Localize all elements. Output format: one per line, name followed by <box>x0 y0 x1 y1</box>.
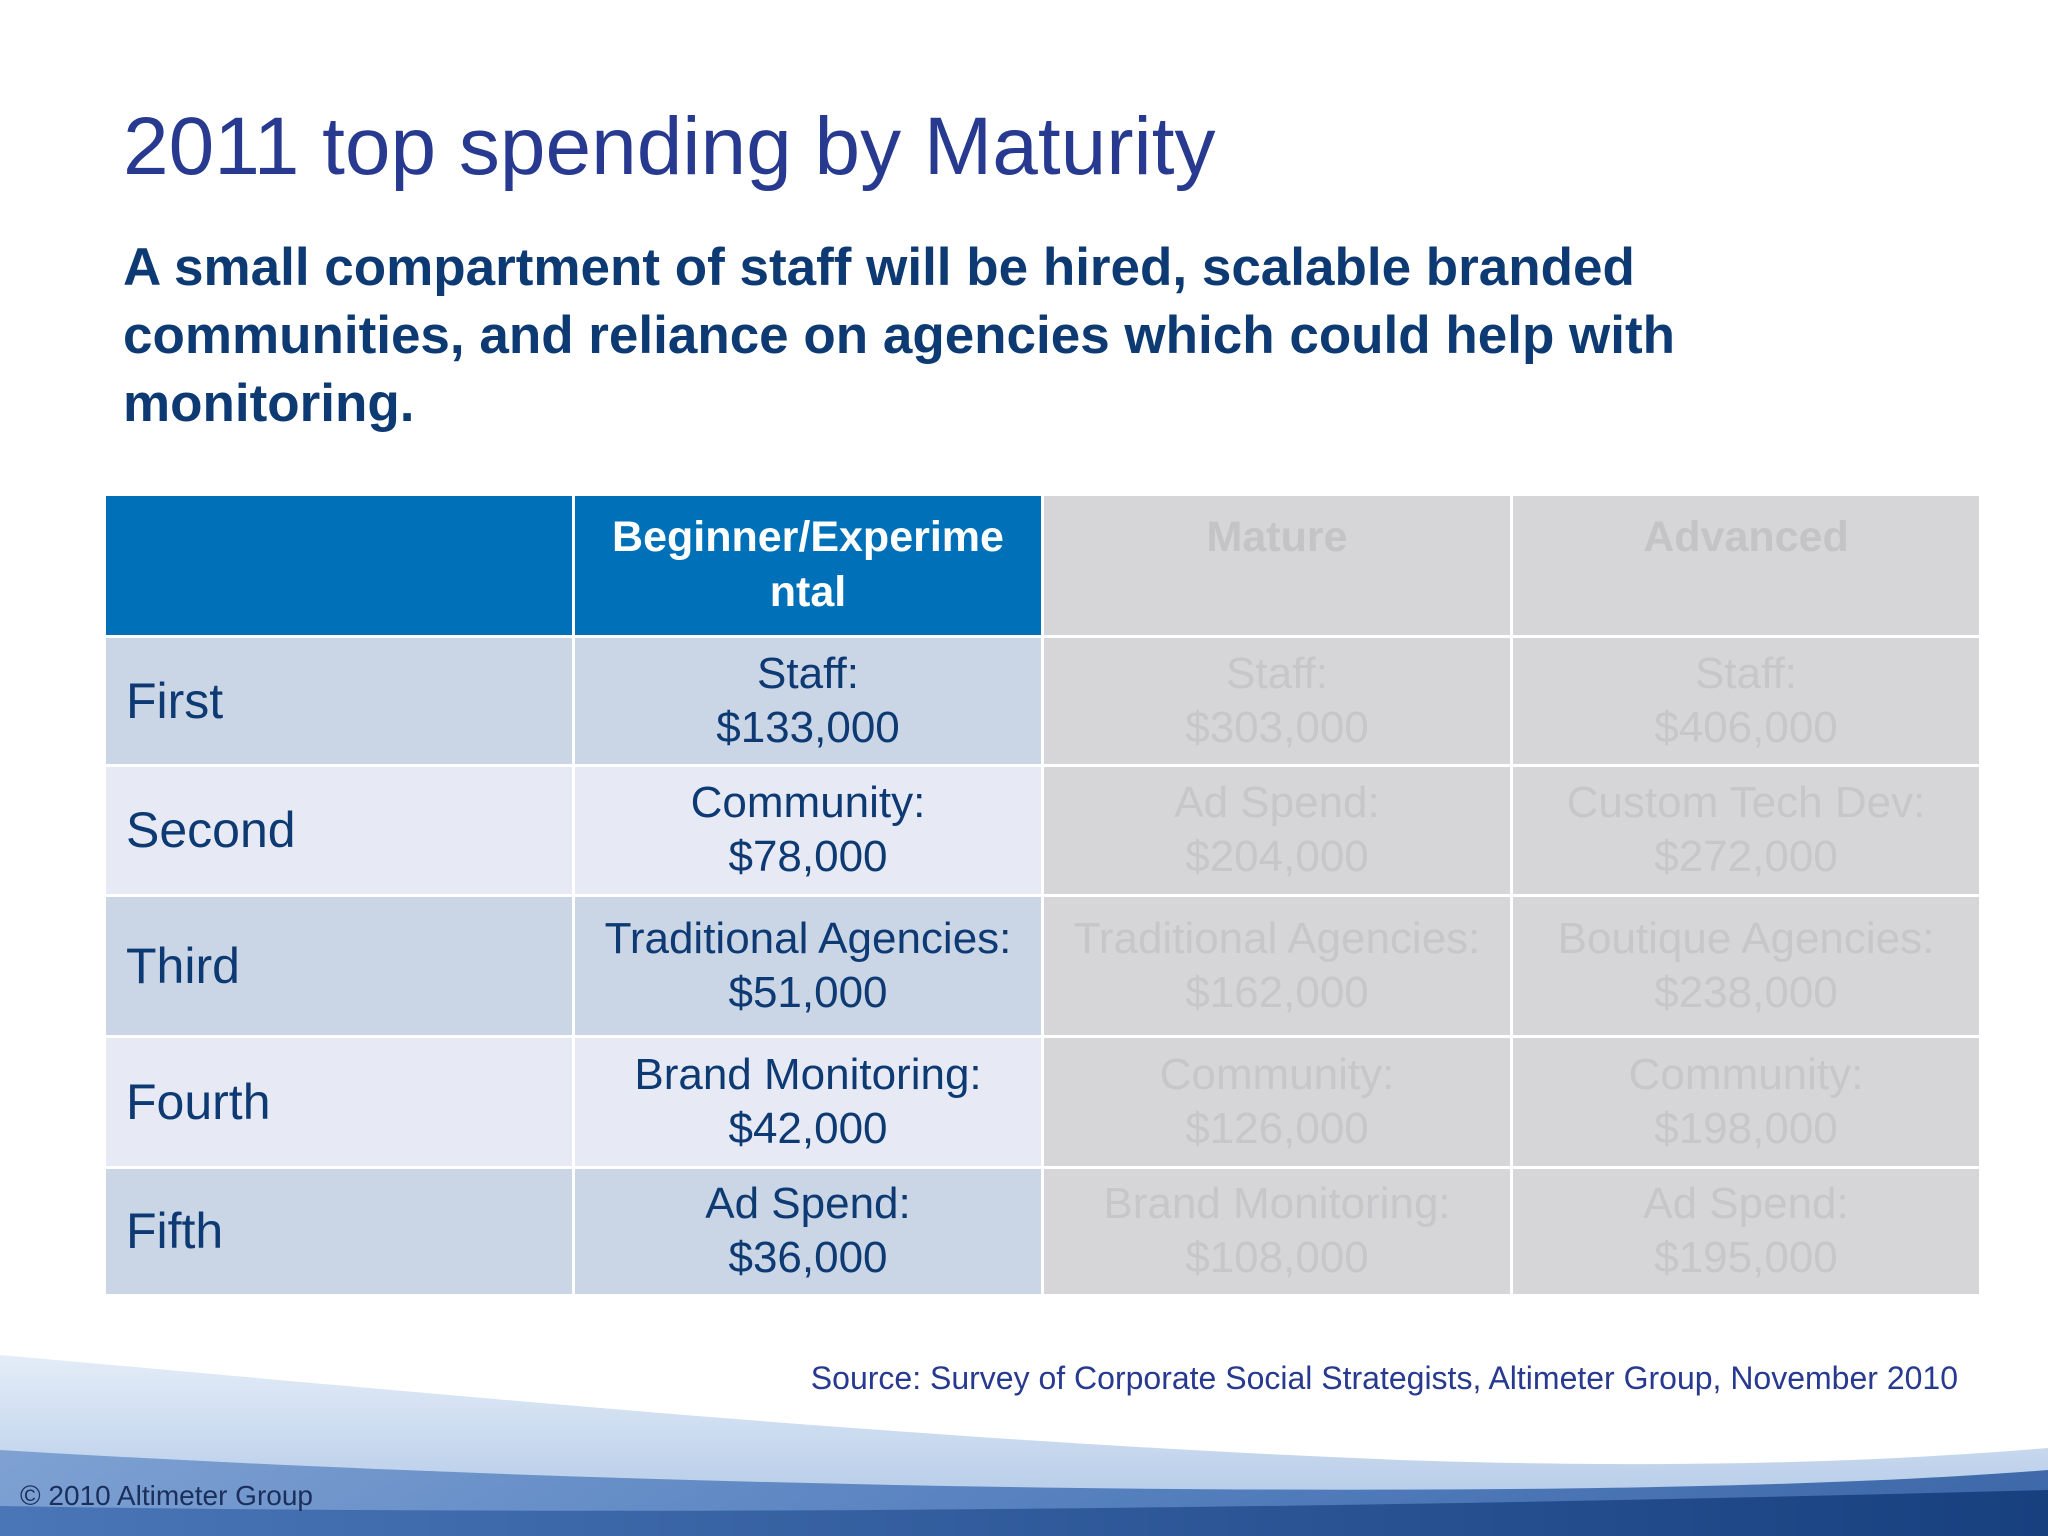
spending-table-container: Beginner/Experime ntal Mature Advanced F… <box>103 492 1982 1298</box>
source-note: Source: Survey of Corporate Social Strat… <box>810 1360 1958 1396</box>
cell-amount: $162,000 <box>1185 968 1369 1018</box>
table-row: Second Community: $78,000 Ad Spend: $204… <box>103 763 1982 897</box>
cell-category: Ad Spend: <box>1174 778 1380 828</box>
cell-beginner: Traditional Agencies: $51,000 <box>572 893 1044 1039</box>
cell-amount: $133,000 <box>716 703 900 752</box>
row-label-third: Third <box>103 893 575 1039</box>
cell-category: Brand Monitoring: <box>1103 1179 1451 1229</box>
cell-advanced: Custom Tech Dev: $272,000 <box>1510 763 1982 897</box>
cell-amount: $195,000 <box>1654 1233 1838 1283</box>
cell-amount: $36,000 <box>728 1233 888 1283</box>
cell-amount: $238,000 <box>1654 968 1838 1018</box>
cell-category: Brand Monitoring: <box>634 1049 982 1099</box>
cell-category: Boutique Agencies: <box>1557 914 1935 964</box>
cell-mature: Ad Spend: $204,000 <box>1041 763 1513 897</box>
copyright-notice: © 2010 Altimeter Group <box>20 1480 314 1511</box>
cell-amount: $303,000 <box>1185 703 1369 752</box>
row-label-fourth: Fourth <box>103 1035 575 1169</box>
cell-advanced: Staff: $406,000 <box>1510 635 1982 767</box>
cell-amount: $204,000 <box>1185 832 1369 882</box>
header-blank <box>103 492 575 639</box>
cell-beginner: Community: $78,000 <box>572 763 1044 897</box>
header-advanced: Advanced <box>1510 492 1982 639</box>
row-label-first: First <box>103 635 575 767</box>
cell-amount: $78,000 <box>728 832 888 882</box>
cell-amount: $108,000 <box>1185 1233 1369 1283</box>
cell-advanced: Boutique Agencies: $238,000 <box>1510 893 1982 1039</box>
cell-amount: $126,000 <box>1185 1103 1369 1153</box>
cell-beginner: Staff: $133,000 <box>572 635 1044 767</box>
header-beginner: Beginner/Experime ntal <box>572 492 1044 639</box>
slide-subtitle: A small compartment of staff will be hir… <box>123 238 1676 433</box>
cell-category: Traditional Agencies: <box>604 914 1012 964</box>
cell-beginner: Ad Spend: $36,000 <box>572 1165 1044 1298</box>
cell-category: Custom Tech Dev: <box>1566 778 1926 828</box>
cell-amount: $51,000 <box>728 968 888 1018</box>
cell-category: Ad Spend: <box>1643 1179 1849 1229</box>
cell-amount: $272,000 <box>1654 832 1838 882</box>
table-row: Fifth Ad Spend: $36,000 Brand Monitoring… <box>103 1165 1982 1298</box>
cell-amount: $406,000 <box>1654 703 1838 752</box>
cell-beginner: Brand Monitoring: $42,000 <box>572 1035 1044 1169</box>
cell-category: Community: <box>1159 1049 1395 1099</box>
cell-amount: $198,000 <box>1654 1103 1838 1153</box>
cell-category: Traditional Agencies: <box>1073 914 1481 964</box>
row-label-fifth: Fifth <box>103 1165 575 1298</box>
cell-category: Staff: <box>1695 649 1797 698</box>
cell-advanced: Ad Spend: $195,000 <box>1510 1165 1982 1298</box>
cell-mature: Brand Monitoring: $108,000 <box>1041 1165 1513 1298</box>
cell-mature: Community: $126,000 <box>1041 1035 1513 1169</box>
header-mature: Mature <box>1041 492 1513 639</box>
cell-advanced: Community: $198,000 <box>1510 1035 1982 1169</box>
cell-category: Community: <box>690 778 926 828</box>
slide-title: 2011 top spending by Maturity <box>123 101 1216 192</box>
cell-category: Ad Spend: <box>705 1179 911 1229</box>
cell-mature: Traditional Agencies: $162,000 <box>1041 893 1513 1039</box>
cell-amount: $42,000 <box>728 1103 888 1153</box>
row-label-second: Second <box>103 763 575 897</box>
cell-category: Staff: <box>1226 649 1328 698</box>
table-row: Third Traditional Agencies: $51,000 Trad… <box>103 893 1982 1039</box>
cell-category: Staff: <box>757 649 859 698</box>
table-row: First Staff: $133,000 Staff: $303,000 St… <box>103 635 1982 767</box>
footer-wave-decoration <box>0 1355 2048 1536</box>
cell-category: Community: <box>1628 1049 1864 1099</box>
table-header-row: Beginner/Experime ntal Mature Advanced <box>103 492 1982 639</box>
spending-table: Beginner/Experime ntal Mature Advanced F… <box>103 492 1982 1298</box>
cell-mature: Staff: $303,000 <box>1041 635 1513 767</box>
table-row: Fourth Brand Monitoring: $42,000 Communi… <box>103 1035 1982 1169</box>
